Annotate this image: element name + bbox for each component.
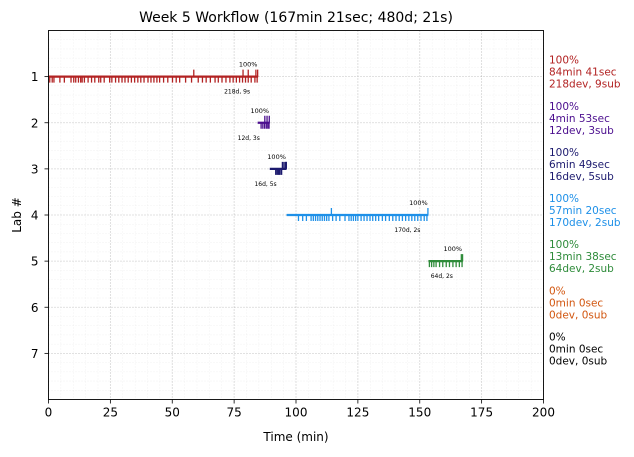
lab-4-summary: 100% 57min 20sec 170dev, 2sub — [549, 193, 621, 229]
summary-line: 0min 0sec — [549, 343, 603, 355]
lab-6-summary: 0% 0min 0sec 0dev, 0sub — [549, 285, 608, 321]
summary-line: 100% — [549, 147, 579, 159]
summary-line: 100% — [549, 55, 579, 67]
y-axis-label: Lab # — [10, 197, 24, 233]
y-tick-label: 1 — [31, 70, 39, 84]
x-tick-label: 50 — [165, 406, 180, 420]
summary-line: 4min 53sec — [549, 113, 610, 125]
x-tick-label: 25 — [103, 406, 118, 420]
summary-line: 0% — [549, 331, 566, 343]
y-tick-label: 6 — [31, 301, 39, 315]
summary-line: 100% — [549, 101, 579, 113]
lab-7-summary: 0% 0min 0sec 0dev, 0sub — [549, 331, 608, 367]
summary-line: 0% — [549, 285, 566, 297]
lab-4-percent-label: 100% — [409, 199, 428, 207]
axis-layer: 0 25 50 75 100 125 150 175 200 1 2 3 4 5 6 7 — [31, 70, 555, 419]
lab-1-summary: 100% 84min 41sec 218dev, 9sub — [549, 55, 621, 91]
summary-line: 218dev, 9sub — [549, 79, 621, 91]
lab-2-percent-label: 100% — [250, 107, 269, 115]
summary-line: 64dev, 2sub — [549, 263, 614, 275]
x-tick-label: 175 — [470, 406, 493, 420]
summary-line: 0dev, 0sub — [549, 309, 608, 321]
lab-5-count-label: 64d, 2s — [431, 273, 453, 280]
summary-line: 170dev, 2sub — [549, 217, 621, 229]
summary-line: 0dev, 0sub — [549, 355, 608, 367]
x-axis-label: Time (min) — [262, 430, 328, 444]
lab-5-series: 100% 64d, 2s — [428, 245, 464, 280]
x-tick-label: 125 — [346, 406, 369, 420]
lab-2-count-label: 12d, 3s — [238, 135, 260, 142]
summary-line: 0min 0sec — [549, 297, 603, 309]
lab-3-series: 100% 16d, 5s — [254, 153, 287, 188]
lab-1-percent-label: 100% — [239, 61, 258, 69]
x-tick-label: 150 — [408, 406, 431, 420]
summary-line: 100% — [549, 193, 579, 205]
data-layer: 100% 218d, 9s 100% 12d, 3s 100% 16d, 5s 100% 17… — [48, 61, 464, 280]
lab-5-summary: 100% 13min 38sec 64dev, 2sub — [549, 239, 617, 275]
lab-2-series: 100% 12d, 3s — [238, 107, 270, 142]
x-tick-label: 0 — [45, 406, 53, 420]
summary-line: 13min 38sec — [549, 251, 617, 263]
summary-line: 84min 41sec — [549, 67, 617, 79]
y-tick-label: 7 — [31, 347, 39, 361]
lab-4-count-label: 170d, 2s — [394, 227, 420, 234]
lab-3-summary: 100% 6min 49sec 16dev, 5sub — [549, 147, 614, 183]
summary-line: 6min 49sec — [549, 159, 610, 171]
lab-2-summary: 100% 4min 53sec 12dev, 3sub — [549, 101, 614, 137]
y-tick-label: 3 — [31, 162, 39, 176]
x-tick-label: 75 — [226, 406, 241, 420]
x-tick-label: 100 — [285, 406, 308, 420]
summary-line: 100% — [549, 239, 579, 251]
lab-4-series: 100% 170d, 2s — [286, 199, 429, 234]
lab-3-percent-label: 100% — [267, 153, 286, 161]
lab-5-percent-label: 100% — [444, 245, 463, 253]
summary-line: 12dev, 3sub — [549, 125, 614, 137]
summary-line: 16dev, 5sub — [549, 171, 614, 183]
y-tick-label: 5 — [31, 255, 39, 269]
lab-1-series: 100% 218d, 9s — [48, 61, 259, 96]
lab-3-count-label: 16d, 5s — [254, 181, 276, 188]
chart-title: Week 5 Workflow (167min 21sec; 480d; 21s… — [139, 10, 453, 26]
lab-1-count-label: 218d, 9s — [224, 89, 250, 96]
x-tick-label: 200 — [532, 406, 555, 420]
y-tick-label: 4 — [31, 209, 39, 223]
summary-line: 57min 20sec — [549, 205, 617, 217]
y-tick-label: 2 — [31, 116, 39, 130]
